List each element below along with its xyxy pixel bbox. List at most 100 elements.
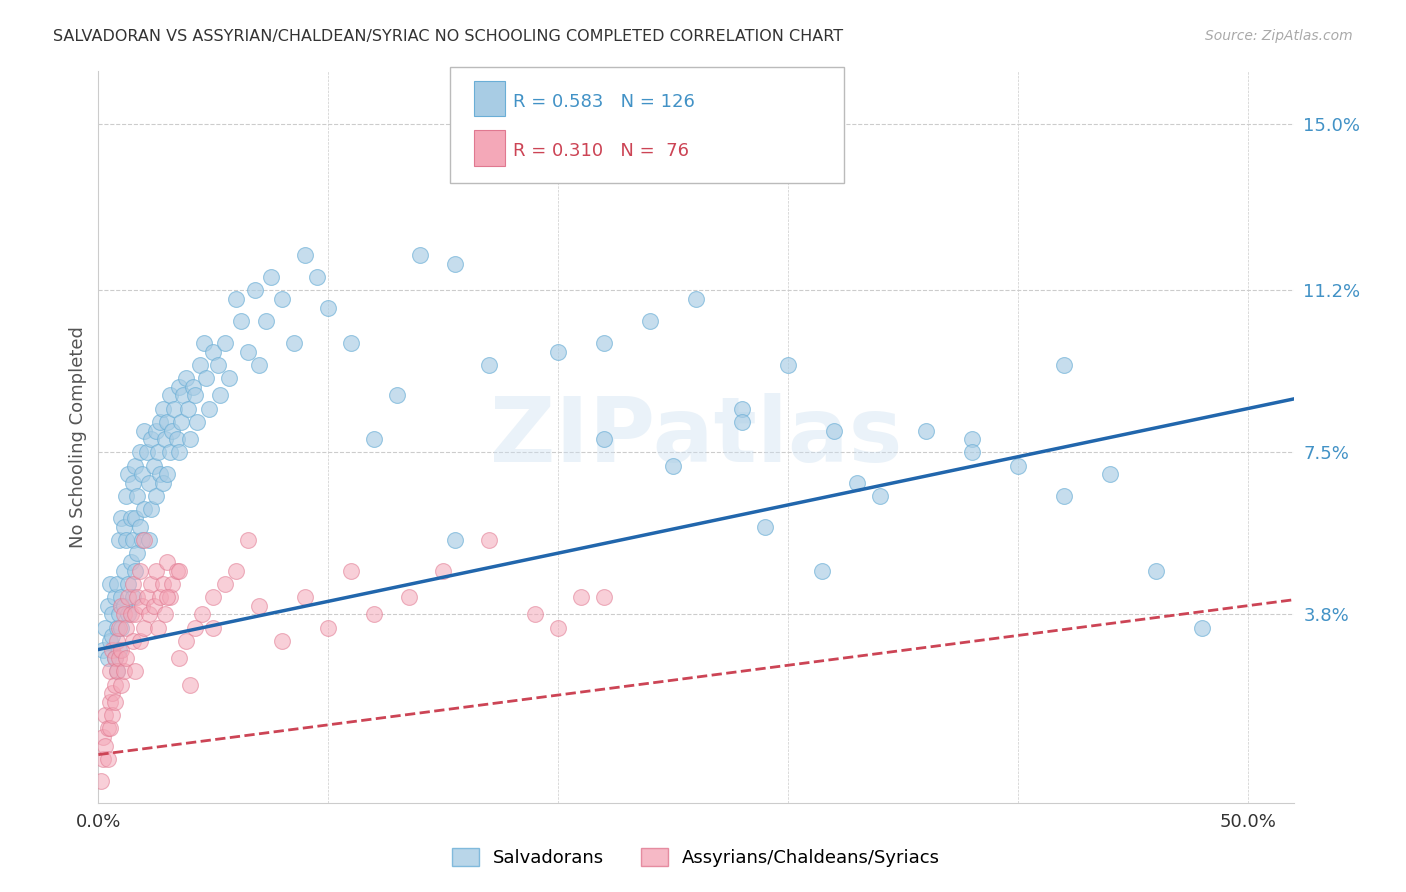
Point — [209, 388, 232, 402]
Point — [260, 270, 283, 285]
Point — [1098, 467, 1121, 482]
Point — [105, 621, 128, 635]
Point — [214, 576, 236, 591]
Point — [432, 564, 454, 578]
Point — [1191, 621, 1213, 635]
Point — [960, 432, 983, 446]
Point — [138, 533, 160, 547]
Point — [91, 752, 114, 766]
Point — [225, 564, 247, 578]
Point — [124, 607, 146, 622]
Point — [179, 432, 201, 446]
Point — [131, 599, 153, 613]
Point — [108, 651, 131, 665]
Point — [98, 633, 121, 648]
Point — [127, 489, 149, 503]
Point — [166, 432, 188, 446]
Point — [823, 424, 845, 438]
Point — [443, 257, 465, 271]
Point — [90, 773, 112, 788]
Point — [135, 590, 157, 604]
Point — [141, 432, 163, 446]
Point — [120, 607, 142, 622]
Point — [152, 401, 174, 416]
Point — [174, 371, 197, 385]
Point — [177, 401, 200, 416]
Point — [685, 292, 707, 306]
Point — [103, 695, 125, 709]
Point — [443, 533, 465, 547]
Point — [138, 607, 160, 622]
Point — [127, 546, 149, 560]
Point — [110, 677, 132, 691]
Point — [197, 401, 219, 416]
Point — [247, 599, 270, 613]
Point — [236, 344, 259, 359]
Point — [135, 445, 157, 459]
Point — [524, 607, 547, 622]
Point — [152, 476, 174, 491]
Point — [305, 270, 328, 285]
Point — [167, 380, 190, 394]
Point — [166, 564, 188, 578]
Point — [124, 458, 146, 473]
Point — [202, 344, 225, 359]
Point — [149, 590, 172, 604]
Point — [112, 607, 135, 622]
Point — [170, 415, 193, 429]
Point — [662, 458, 685, 473]
Point — [202, 621, 225, 635]
Point — [105, 576, 128, 591]
Point — [122, 633, 145, 648]
Point — [271, 633, 294, 648]
Text: R = 0.583   N = 126: R = 0.583 N = 126 — [513, 93, 695, 111]
Point — [141, 576, 163, 591]
Point — [754, 520, 776, 534]
Point — [294, 590, 316, 604]
Point — [112, 564, 135, 578]
Point — [478, 533, 501, 547]
Point — [124, 665, 146, 679]
Point — [141, 502, 163, 516]
Point — [117, 467, 139, 482]
Point — [340, 564, 363, 578]
Point — [94, 739, 117, 753]
Point — [593, 432, 616, 446]
Point — [105, 665, 128, 679]
Point — [115, 489, 138, 503]
Point — [148, 621, 170, 635]
Point — [153, 432, 176, 446]
Point — [225, 292, 247, 306]
Point — [776, 358, 799, 372]
Point — [128, 564, 150, 578]
Point — [156, 467, 179, 482]
Point — [167, 564, 190, 578]
Point — [142, 599, 165, 613]
Point — [593, 335, 616, 350]
Point — [254, 314, 277, 328]
Point — [134, 502, 156, 516]
Text: SALVADORAN VS ASSYRIAN/CHALDEAN/SYRIAC NO SCHOOLING COMPLETED CORRELATION CHART: SALVADORAN VS ASSYRIAN/CHALDEAN/SYRIAC N… — [53, 29, 844, 44]
Point — [159, 590, 181, 604]
Point — [122, 576, 145, 591]
Text: ZIPatlas: ZIPatlas — [489, 393, 903, 481]
Point — [101, 607, 124, 622]
Point — [98, 665, 121, 679]
Point — [94, 621, 117, 635]
Point — [105, 633, 128, 648]
Point — [112, 599, 135, 613]
Point — [97, 752, 120, 766]
Point — [179, 677, 201, 691]
Point — [122, 533, 145, 547]
Point — [1053, 489, 1076, 503]
Point — [138, 476, 160, 491]
Point — [398, 590, 420, 604]
Point — [163, 401, 186, 416]
Legend: Salvadorans, Assyrians/Chaldeans/Syriacs: Salvadorans, Assyrians/Chaldeans/Syriacs — [444, 840, 948, 874]
Point — [638, 314, 661, 328]
Point — [110, 642, 132, 657]
Point — [134, 424, 156, 438]
Point — [101, 642, 124, 657]
Point — [960, 445, 983, 459]
Point — [110, 511, 132, 525]
